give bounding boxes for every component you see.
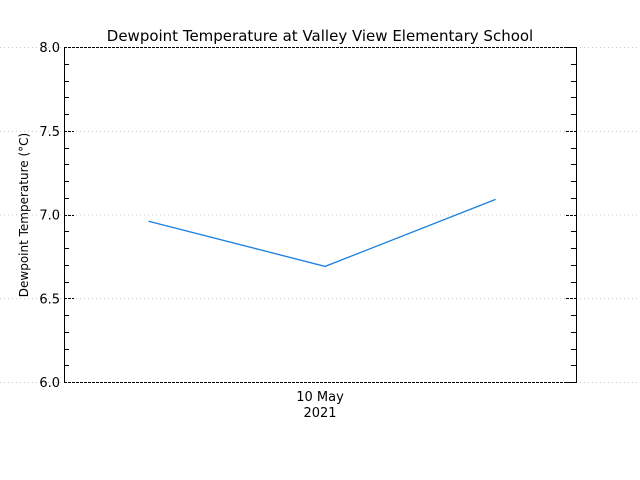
gridlines: [0, 47, 640, 383]
y-tick-label: 8.0: [39, 41, 60, 56]
chart-title: Dewpoint Temperature at Valley View Elem…: [107, 27, 533, 45]
series-line: [148, 198, 496, 268]
x-tick-label-year: 2021: [303, 406, 336, 421]
y-tick-label: 7.5: [39, 125, 60, 140]
y-tick-label: 6.5: [39, 292, 60, 307]
y-tick-label: 6.0: [39, 376, 60, 391]
plot-axes: [64, 47, 577, 383]
y-tick-labels: 6.0 6.5 7.0 7.5 8.0: [39, 41, 60, 391]
y-tick-label: 7.0: [39, 209, 60, 224]
data-series: [148, 198, 496, 268]
y-axis-label: Dewpoint Temperature (°C): [17, 133, 31, 297]
x-tick-label-date: 10 May: [296, 390, 344, 405]
